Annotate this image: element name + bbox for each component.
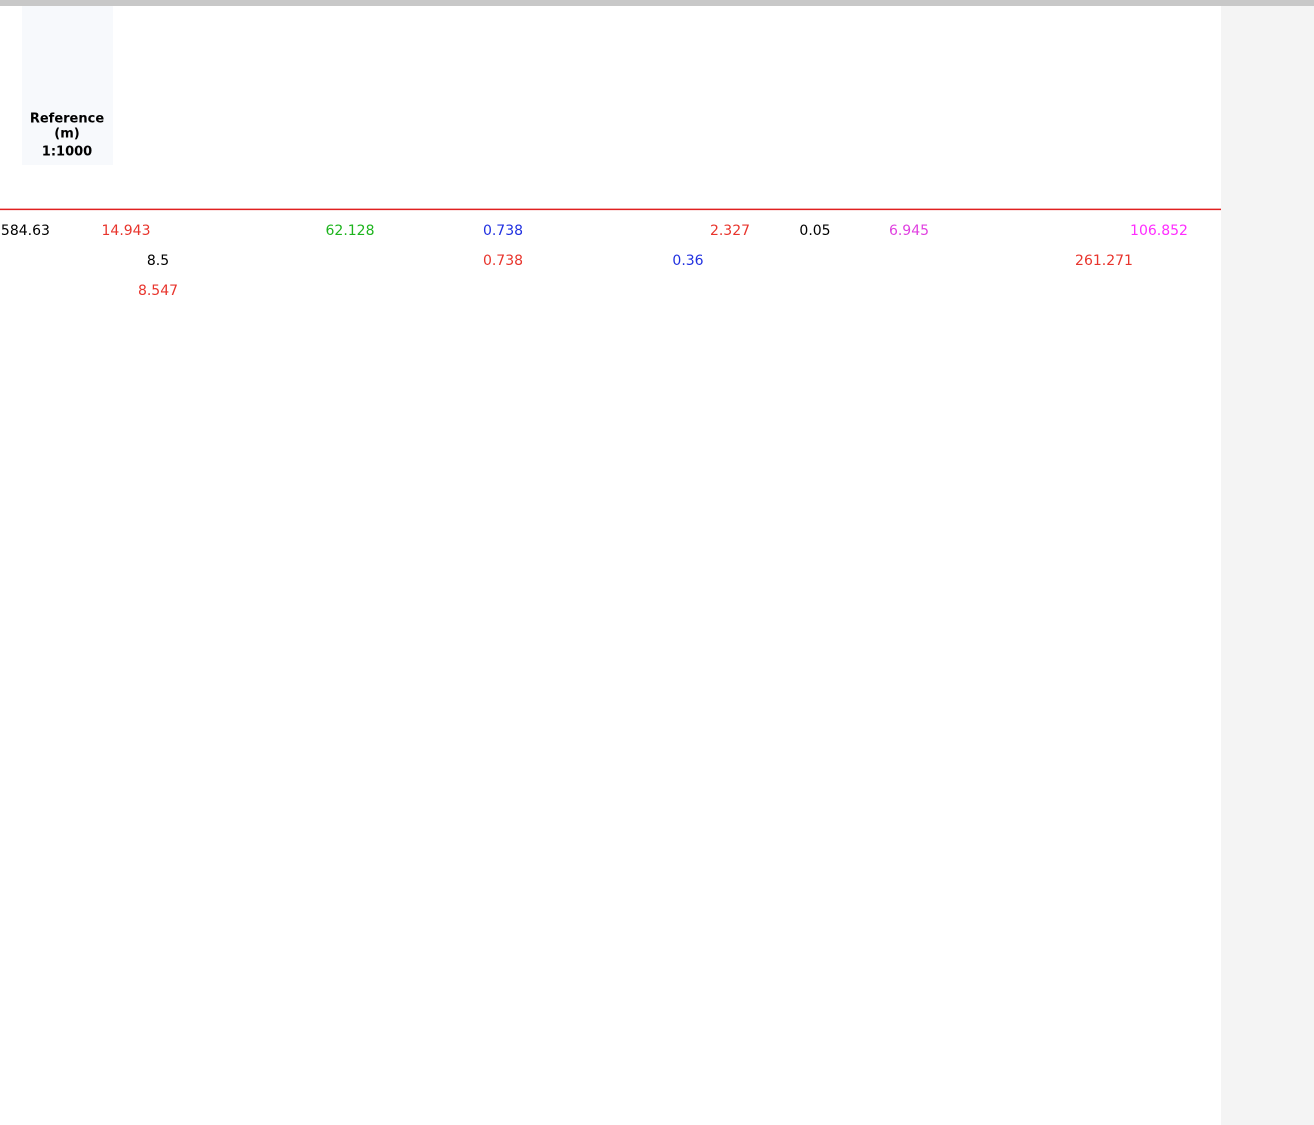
reference-scale: 1:1000 [42, 145, 92, 160]
reference-unit: (m) [54, 127, 79, 142]
readout: 62.128 [326, 223, 375, 239]
readout: 261.271 [1075, 253, 1133, 269]
readout: 6.945 [889, 223, 929, 239]
readout-depth: 2584.63 [0, 223, 50, 239]
reference-header [22, 6, 113, 165]
readout: 0.36 [672, 253, 703, 269]
top-bar [0, 0, 1314, 6]
readout: 8.547 [138, 283, 178, 299]
readout: 0.738 [483, 253, 523, 269]
readout: 2.327 [710, 223, 750, 239]
readout: 0.05 [799, 223, 830, 239]
readout: 8.5 [147, 253, 169, 269]
readout: 14.943 [102, 223, 151, 239]
empty-area [1221, 6, 1314, 1125]
readout: 106.852 [1130, 223, 1188, 239]
readout: 0.738 [483, 223, 523, 239]
reference-title: Reference [30, 112, 104, 127]
